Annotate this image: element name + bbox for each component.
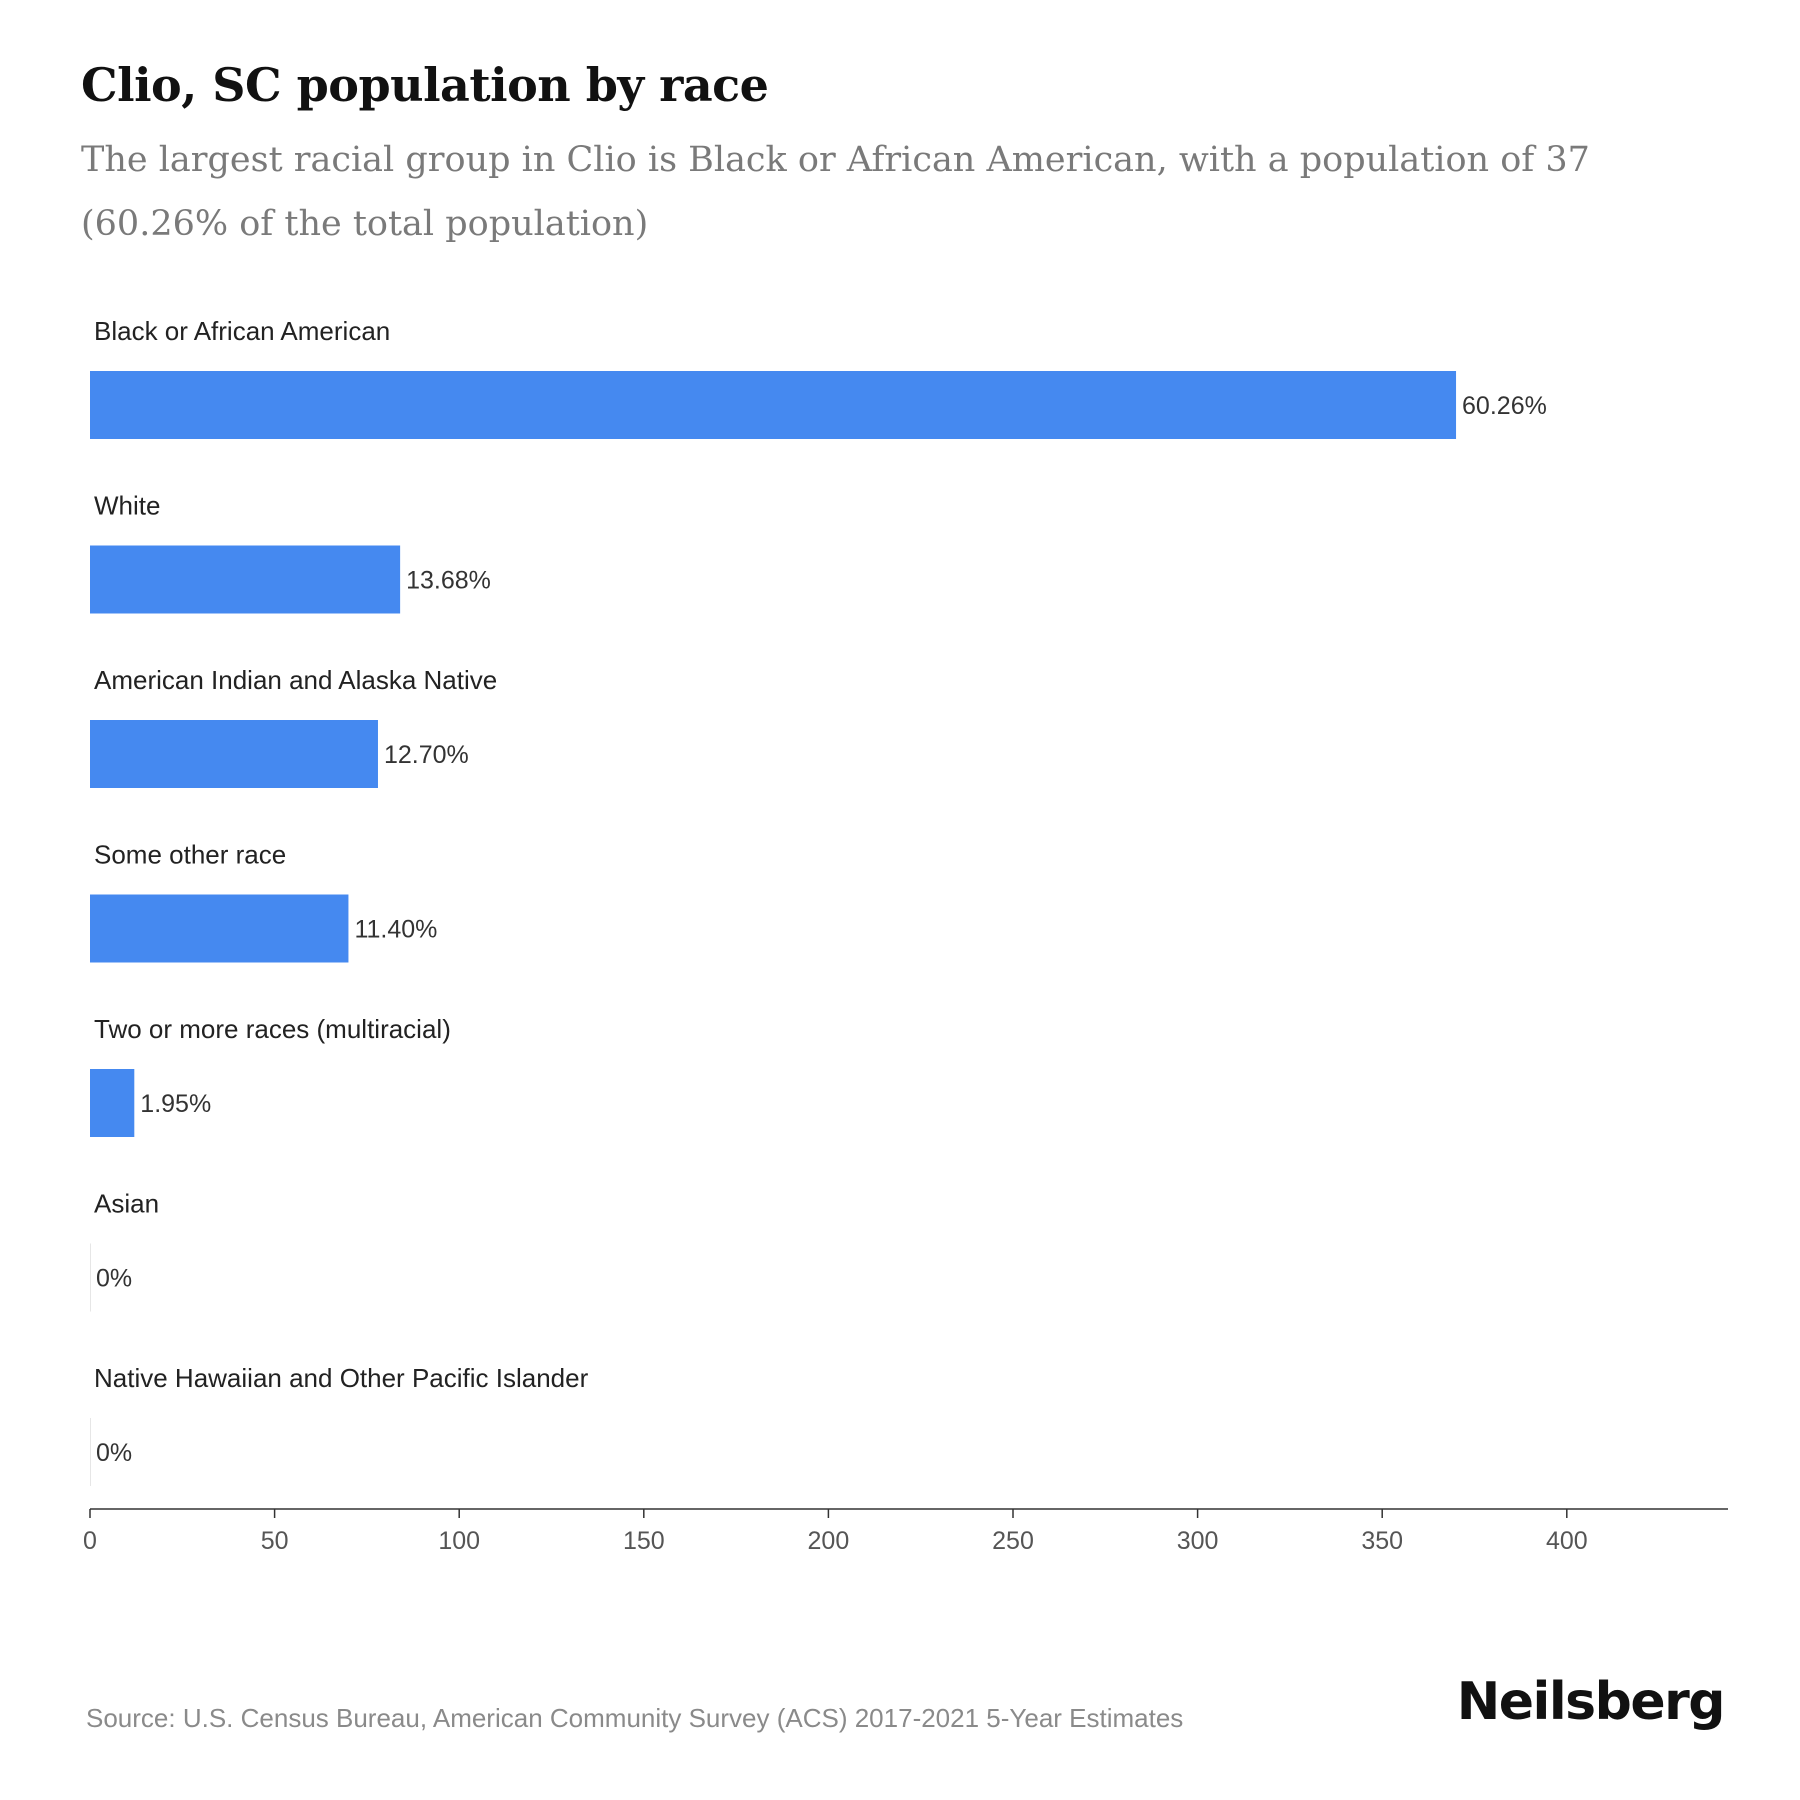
value-label: 12.70% (384, 741, 469, 769)
bar (90, 371, 1457, 439)
category-label: Asian (94, 1189, 159, 1219)
brand-logo: Neilsberg (1456, 1672, 1726, 1732)
bar-chart: Black or African American 60.26% White 13.6… (83, 316, 1728, 1555)
category-label: Native Hawaiian and Other Pacific Island… (94, 1363, 589, 1393)
category-label: American Indian and Alaska Native (94, 665, 497, 695)
chart-title: Clio, SC population by race (81, 58, 769, 112)
bar (90, 545, 401, 614)
x-tick-label: 350 (1361, 1527, 1403, 1555)
value-label: 11.40% (354, 916, 437, 944)
x-tick-label: 200 (808, 1527, 850, 1555)
x-tick-label: 300 (1177, 1527, 1219, 1555)
value-label: 0% (96, 1265, 132, 1293)
x-tick-label: 50 (261, 1527, 289, 1555)
x-tick-label: 400 (1546, 1527, 1588, 1555)
category-label: Two or more races (multiracial) (94, 1014, 451, 1044)
x-tick-label: 0 (83, 1527, 97, 1555)
chart-subtitle: The largest racial group in Clio is Blac… (81, 140, 1590, 244)
value-label: 60.26% (1462, 392, 1547, 420)
category-label: White (94, 491, 160, 521)
x-tick-label: 100 (438, 1527, 480, 1555)
category-label: Black or African American (94, 316, 390, 346)
value-label: 13.68% (406, 567, 491, 595)
value-label: 0% (96, 1439, 132, 1467)
bar (90, 894, 349, 963)
x-tick-label: 150 (623, 1527, 665, 1555)
category-label: Some other race (94, 840, 286, 870)
bar (90, 720, 378, 788)
value-label: 1.95% (140, 1090, 211, 1118)
bar (90, 1069, 135, 1137)
x-tick-label: 250 (992, 1527, 1034, 1555)
source-note: Source: U.S. Census Bureau, American Com… (86, 1703, 1184, 1733)
